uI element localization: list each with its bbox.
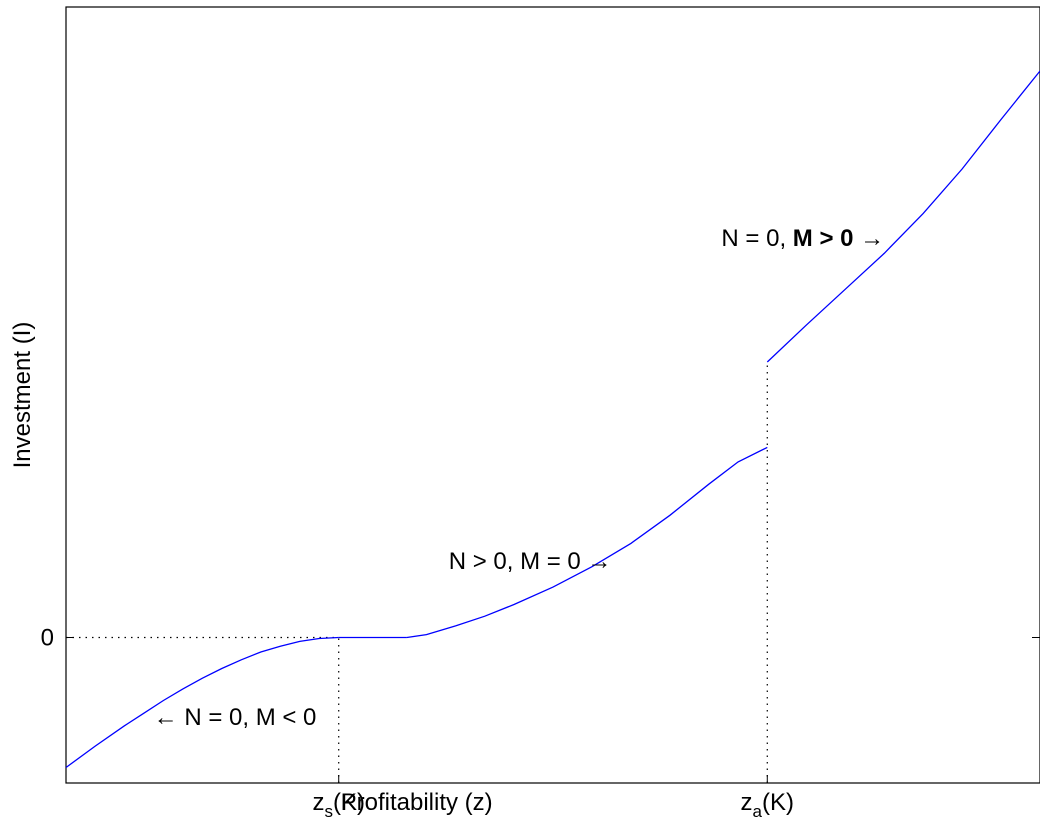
series-1-segment-1	[65, 636, 339, 769]
series-1-segment-3	[406, 446, 768, 639]
annotation-npos-m0: N > 0, M = 0 →	[449, 548, 612, 575]
series-1-segment-4	[766, 70, 1040, 363]
reference-lines	[66, 362, 768, 783]
annotation-layer: ← N = 0, M < 0 N > 0, M = 0 → N = 0, M > 0…	[154, 225, 885, 731]
x-tick-label-2: za(K)	[741, 789, 794, 821]
x-axis-label: Profitability (z)	[341, 789, 493, 816]
x-tick-label-1: zs(K)	[312, 789, 365, 821]
y-axis-label: Investment (I)	[9, 322, 36, 469]
series-layer	[65, 70, 1040, 769]
tick-layer: zs(K) za(K) 0	[41, 625, 1040, 821]
plot-area-frame	[65, 6, 1040, 784]
annotation-n0-mneg: ← N = 0, M < 0	[154, 704, 317, 731]
annotation-n0-mpos: N = 0, M > 0 →	[721, 225, 884, 252]
y-tick-label-1: 0	[41, 625, 54, 652]
